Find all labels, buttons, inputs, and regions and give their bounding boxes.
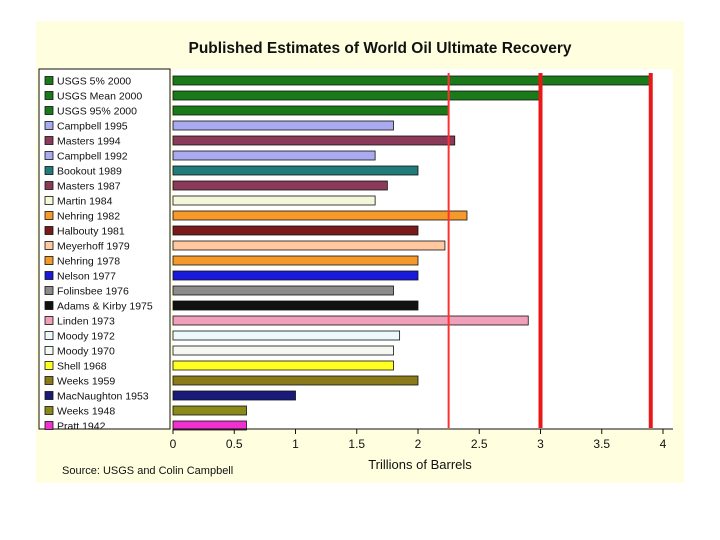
legend-swatch-10 xyxy=(44,226,54,235)
bar-2 xyxy=(172,105,450,116)
bar-5 xyxy=(172,150,376,161)
legend-swatch-0 xyxy=(44,76,54,85)
x-tick-label-3: 1.5 xyxy=(348,437,365,451)
legend-label-8: Martin 1984 xyxy=(57,196,113,208)
bar-23 xyxy=(172,420,247,431)
legend-label-15: Adams & Kirby 1975 xyxy=(57,301,153,313)
bar-4 xyxy=(172,135,456,146)
legend-label-14: Folinsbee 1976 xyxy=(57,286,129,298)
legend-swatch-6 xyxy=(44,166,54,175)
legend-label-4: Masters 1994 xyxy=(57,136,121,148)
legend-label-20: Weeks 1959 xyxy=(57,376,115,388)
legend-label-21: MacNaughton 1953 xyxy=(57,391,149,403)
bar-12 xyxy=(172,255,419,266)
bar-3 xyxy=(172,120,394,131)
bar-13 xyxy=(172,270,419,281)
bars xyxy=(172,75,652,431)
bar-7 xyxy=(172,180,388,191)
legend-label-3: Campbell 1995 xyxy=(57,121,128,133)
legend-label-16: Linden 1973 xyxy=(57,316,115,328)
legend-swatch-12 xyxy=(44,256,54,265)
legend-box xyxy=(38,68,171,430)
bar-18 xyxy=(172,345,394,356)
x-tick-label-8: 4 xyxy=(660,437,667,451)
legend-swatch-3 xyxy=(44,121,54,130)
bar-11 xyxy=(172,240,446,251)
legend-label-23: Pratt 1942 xyxy=(57,421,106,433)
legend-swatch-16 xyxy=(44,316,54,325)
legend-label-1: USGS Mean 2000 xyxy=(57,91,142,103)
legend-label-13: Nelson 1977 xyxy=(57,271,116,283)
legend-swatch-14 xyxy=(44,286,54,295)
legend-swatch-8 xyxy=(44,196,54,205)
legend-swatch-17 xyxy=(44,331,54,340)
bar-1 xyxy=(172,90,541,101)
legend-label-0: USGS 5% 2000 xyxy=(57,76,131,88)
legend-label-2: USGS 95% 2000 xyxy=(57,106,137,118)
bar-6 xyxy=(172,165,419,176)
bar-20 xyxy=(172,375,419,386)
legend-label-5: Campbell 1992 xyxy=(57,151,128,163)
legend: USGS 5% 2000 USGS Mean 2000 USGS 95% 2000 C… xyxy=(44,76,153,433)
legend-swatch-9 xyxy=(44,211,54,220)
bar-22 xyxy=(172,405,247,416)
legend-label-12: Nehring 1978 xyxy=(57,256,120,268)
slide-background: Published Estimates of World Oil Ultimat… xyxy=(36,21,684,483)
legend-label-7: Masters 1987 xyxy=(57,181,121,193)
reference-lines xyxy=(447,73,653,428)
x-tick-label-1: 0.5 xyxy=(226,437,243,451)
chart-title: Published Estimates of World Oil Ultimat… xyxy=(188,40,571,57)
legend-swatch-5 xyxy=(44,151,54,160)
bar-17 xyxy=(172,330,401,341)
bar-16 xyxy=(172,315,529,326)
x-tick-label-5: 2.5 xyxy=(471,437,488,451)
bar-21 xyxy=(172,390,296,401)
legend-label-19: Shell 1968 xyxy=(57,361,107,373)
legend-swatch-18 xyxy=(44,346,54,355)
legend-swatch-4 xyxy=(44,136,54,145)
x-tick-label-0: 0 xyxy=(170,437,177,451)
legend-swatch-15 xyxy=(44,301,54,310)
bar-14 xyxy=(172,285,394,296)
bar-9 xyxy=(172,210,468,221)
legend-swatch-22 xyxy=(44,406,54,415)
legend-swatch-1 xyxy=(44,91,54,100)
x-axis-label: Trillions of Barrels xyxy=(368,457,472,472)
bar-15 xyxy=(172,300,419,311)
legend-swatch-11 xyxy=(44,241,54,250)
legend-swatch-19 xyxy=(44,361,54,370)
legend-label-6: Bookout 1989 xyxy=(57,166,122,178)
oil-recovery-chart: Published Estimates of World Oil Ultimat… xyxy=(38,40,673,477)
bar-19 xyxy=(172,360,394,371)
legend-label-22: Weeks 1948 xyxy=(57,406,115,418)
x-axis-ticks: 0 0.5 1 1.5 2 2.5 3 3.5 4 xyxy=(170,429,667,451)
legend-label-17: Moody 1972 xyxy=(57,331,115,343)
bar-0 xyxy=(172,75,652,86)
legend-swatch-20 xyxy=(44,376,54,385)
legend-swatch-21 xyxy=(44,391,54,400)
legend-label-18: Moody 1970 xyxy=(57,346,115,358)
legend-label-9: Nehring 1982 xyxy=(57,211,120,223)
bar-10 xyxy=(172,225,419,236)
x-tick-label-4: 2 xyxy=(415,437,422,451)
legend-swatch-23 xyxy=(44,421,54,430)
source-note: Source: USGS and Colin Campbell xyxy=(62,465,233,477)
x-tick-label-2: 1 xyxy=(292,437,299,451)
legend-label-10: Halbouty 1981 xyxy=(57,226,125,238)
legend-swatch-13 xyxy=(44,271,54,280)
legend-swatch-2 xyxy=(44,106,54,115)
legend-label-11: Meyerhoff 1979 xyxy=(57,241,130,253)
x-tick-label-6: 3 xyxy=(537,437,544,451)
x-tick-label-7: 3.5 xyxy=(593,437,610,451)
bar-8 xyxy=(172,195,376,206)
legend-swatch-7 xyxy=(44,181,54,190)
